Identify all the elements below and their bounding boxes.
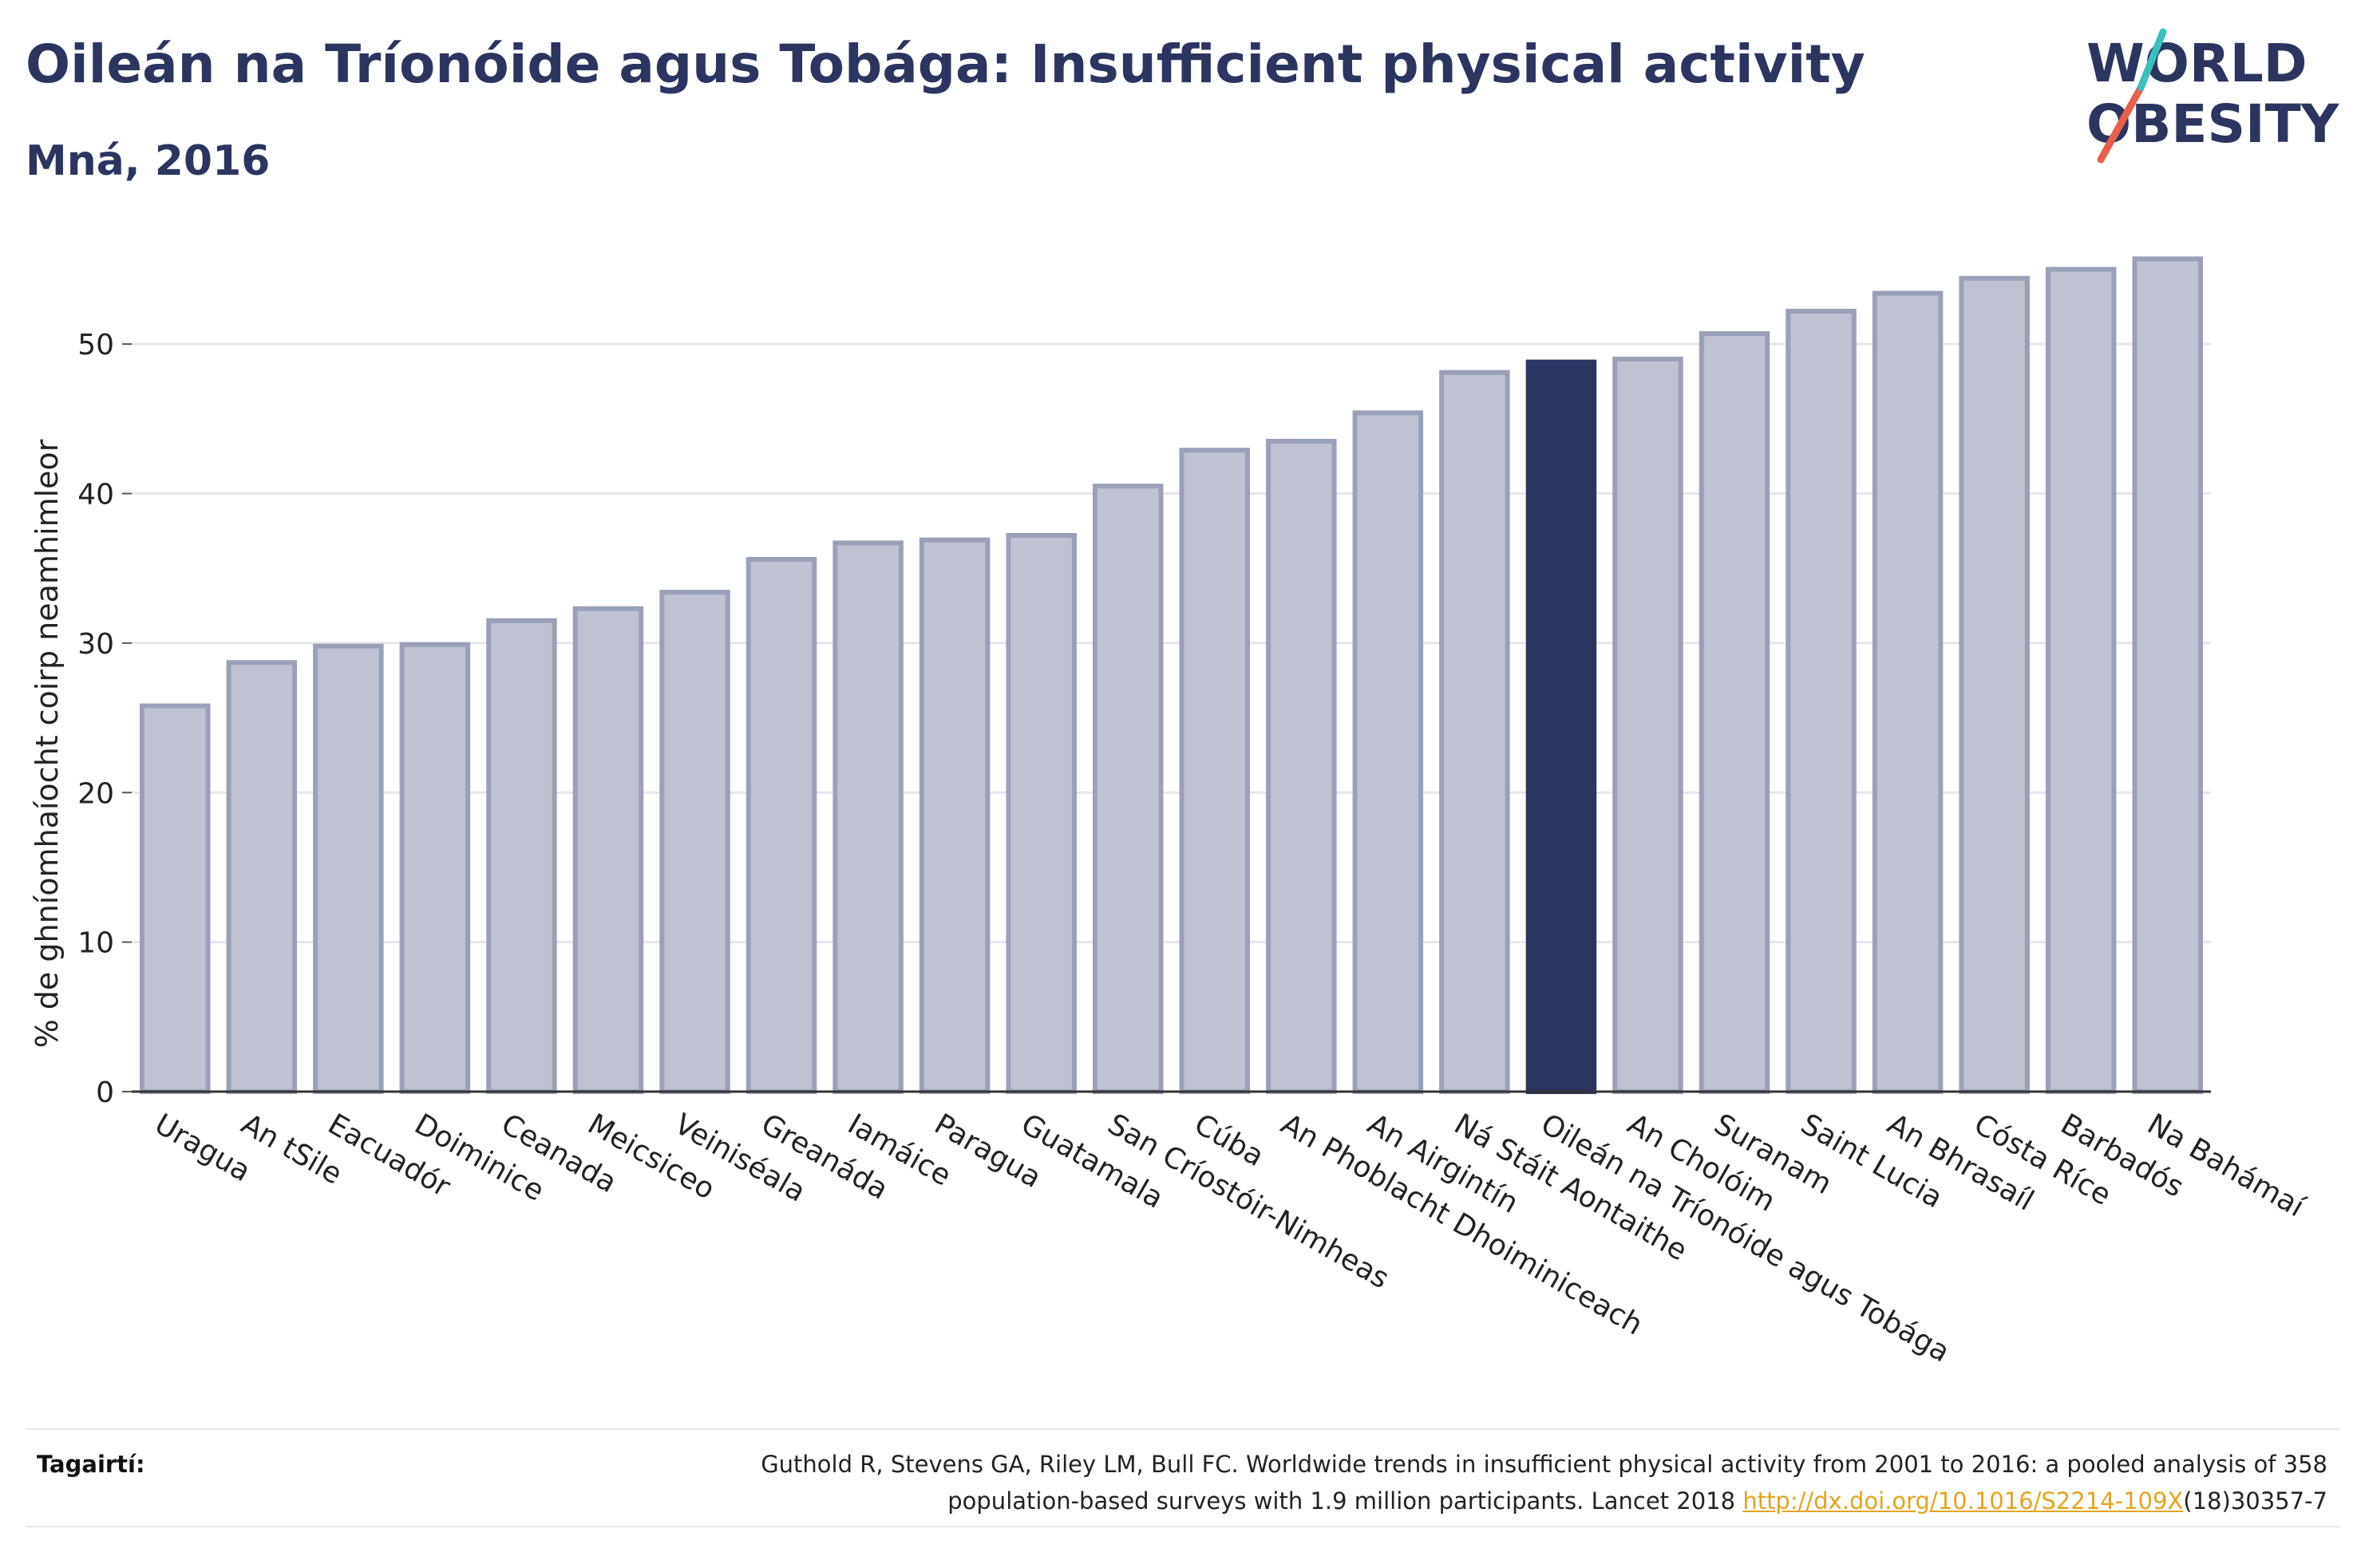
logo-slash-red [2097, 84, 2145, 164]
bar [2045, 267, 2117, 1095]
logo-slash-teal [2137, 28, 2167, 92]
reference-line2-prefix: population-based surveys with 1.9 millio… [947, 1487, 1743, 1515]
x-tick-label: Uragua [149, 1108, 256, 1188]
bar [226, 660, 298, 1094]
grid-lines [132, 342, 2211, 944]
footer-divider-top [26, 1428, 2340, 1430]
bar [1612, 356, 1683, 1095]
bar [486, 618, 557, 1094]
y-tick-label: 40 [77, 479, 114, 511]
world-obesity-logo: WORLD OBESITY [2086, 28, 2340, 164]
bar [1006, 532, 1077, 1094]
footer-label: Tagairtí: [37, 1451, 145, 1478]
bar [399, 642, 471, 1094]
logo-line1: WORLD [2086, 33, 2308, 94]
bar [1266, 438, 1337, 1094]
reference-line2: population-based surveys with 1.9 millio… [492, 1483, 2327, 1519]
bar [140, 703, 211, 1094]
bar [2132, 256, 2203, 1094]
footer-divider-bottom [26, 1526, 2340, 1527]
y-axis-label: % de ghníomhaíocht coirp neamhimleor [30, 439, 65, 1048]
y-tick-label: 20 [77, 777, 114, 810]
bar [919, 537, 991, 1094]
chart-title: Oileán na Tríonóide agus Tobága: Insuffi… [26, 34, 1865, 95]
y-tick-label: 10 [77, 927, 114, 960]
footer-reference: Guthold R, Stevens GA, Riley LM, Bull FC… [492, 1446, 2327, 1519]
y-tick-label: 30 [77, 628, 114, 661]
bar [313, 643, 384, 1094]
bar [1699, 331, 1770, 1094]
bar [1959, 275, 2030, 1095]
axes: 0 10 20 30 40 50 [77, 329, 2211, 1109]
reference-line1: Guthold R, Stevens GA, Riley LM, Bull FC… [761, 1451, 2327, 1478]
bar [1092, 484, 1164, 1094]
bar [1786, 308, 1857, 1094]
bar [659, 590, 730, 1094]
y-tick-label: 0 [96, 1076, 114, 1109]
bar [1439, 369, 1510, 1095]
bar [1179, 448, 1251, 1094]
bar-highlighted [1525, 359, 1597, 1095]
reference-doi-link[interactable]: http://dx.doi.org/10.1016/S2214-109X [1742, 1487, 2184, 1515]
y-tick-label: 50 [77, 329, 114, 361]
bar [832, 540, 904, 1094]
bar [1352, 410, 1424, 1094]
bar [572, 606, 644, 1094]
bar [745, 556, 817, 1094]
reference-line2-suffix: (18)30357-7 [2183, 1487, 2327, 1515]
bar [1872, 290, 1944, 1094]
chart-subtitle: Mná, 2016 [26, 137, 271, 185]
bars [140, 256, 2203, 1095]
